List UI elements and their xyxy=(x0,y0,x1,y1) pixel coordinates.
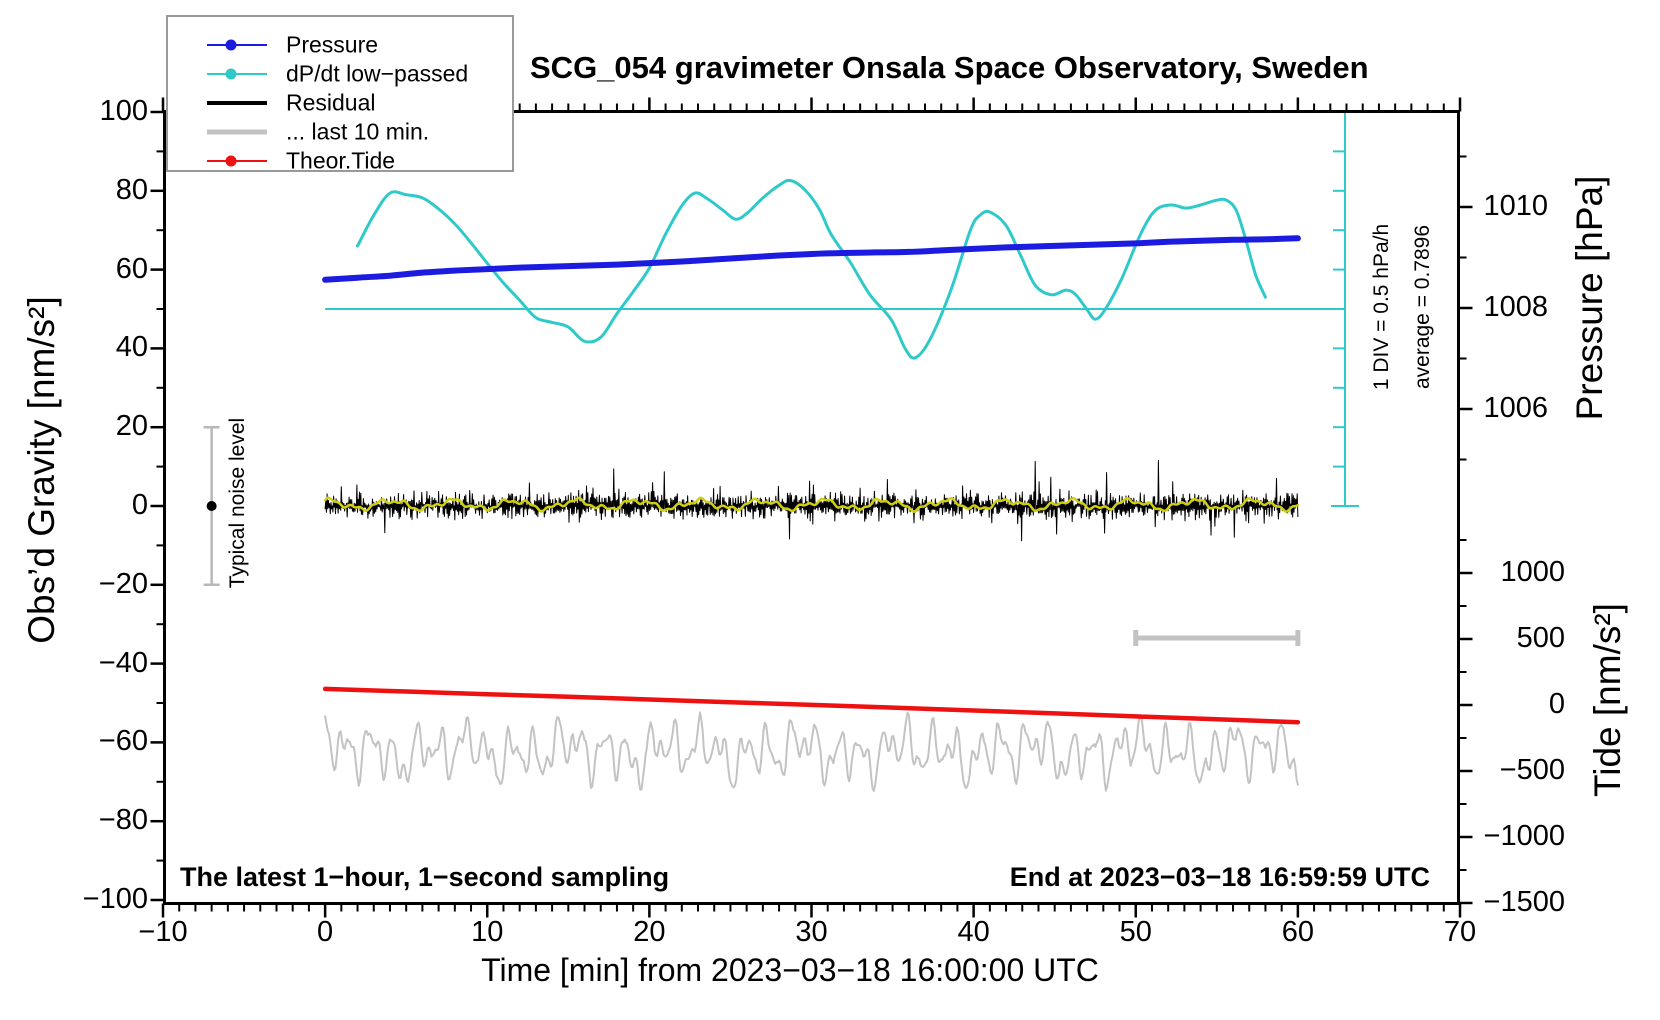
legend-dot-icon xyxy=(225,68,237,79)
average-annotation: average = 0.7896 xyxy=(1411,224,1434,390)
end-time-note: End at 2023−03−18 16:59:59 UTC xyxy=(1009,862,1430,892)
gravity-tick-label: 60 xyxy=(115,252,148,285)
legend-item: dP/dt low−passed xyxy=(168,59,512,88)
gravity-tick-label: −40 xyxy=(98,646,148,679)
div-scale-annotation: 1 DIV = 0.5 hPa/h xyxy=(1370,223,1393,391)
gravity-tick-label: 0 xyxy=(131,489,148,521)
x-tick-label: 0 xyxy=(317,916,334,948)
x-tick-label: 10 xyxy=(471,916,504,948)
x-tick-label: 20 xyxy=(633,916,666,948)
legend-item-label: Residual xyxy=(286,89,376,115)
pressure-axis-title: Pressure [hPa] xyxy=(1569,175,1610,421)
sampling-note: The latest 1−hour, 1−second sampling xyxy=(180,862,670,892)
tide-tick-label: −1500 xyxy=(1483,886,1565,918)
gravity-tick-label: 40 xyxy=(115,331,148,364)
x-tick-label: 30 xyxy=(795,916,828,948)
legend-line-swatch xyxy=(207,100,267,105)
gravity-tick-label: 100 xyxy=(99,95,148,127)
gravity-tick-label: 80 xyxy=(115,173,148,206)
pressure-tick-label: 1006 xyxy=(1483,392,1548,424)
legend-line-swatch xyxy=(207,72,267,75)
legend-item-label: ... last 10 min. xyxy=(286,118,430,144)
legend-item: Pressure xyxy=(168,30,512,59)
tide-axis-title: Tide [nm/s²] xyxy=(1587,603,1628,797)
legend-dot-icon xyxy=(225,155,237,166)
legend-item-label: Pressure xyxy=(286,31,379,57)
page-title: SCG_054 gravimeter Onsala Space Observat… xyxy=(530,50,1369,85)
gravity-tick-label: −60 xyxy=(98,725,148,758)
legend-line-swatch xyxy=(207,43,267,46)
tide-tick-label: −500 xyxy=(1499,754,1565,786)
legend-line-swatch xyxy=(207,159,267,162)
tide-tick-label: −1000 xyxy=(1483,820,1565,852)
pressure-tick-label: 1008 xyxy=(1483,291,1548,323)
noise-level-annotation: Typical noise level xyxy=(226,417,249,589)
gravity-tick-label: −100 xyxy=(82,883,148,915)
legend-item-label: dP/dt low−passed xyxy=(286,60,469,86)
legend: Pressure dP/dt low−passed Residual ... last… xyxy=(166,15,514,175)
legend-line-swatch xyxy=(207,129,267,134)
x-tick-label: −10 xyxy=(138,916,188,948)
legend-item: Residual xyxy=(168,88,512,117)
x-tick-label: 70 xyxy=(1443,916,1477,948)
gravity-tick-label: 20 xyxy=(115,410,148,443)
x-axis-title: Time [min] from 2023−03−18 16:00:00 UTC xyxy=(481,952,1099,988)
legend-dot-icon xyxy=(225,39,237,50)
plot-area xyxy=(150,97,1473,918)
pressure-tick-label: 1010 xyxy=(1483,190,1548,222)
tide-tick-label: 500 xyxy=(1516,622,1565,654)
x-tick-label: 40 xyxy=(957,916,990,948)
legend-item: Theor.Tide xyxy=(168,146,512,175)
legend-item: ... last 10 min. xyxy=(168,117,512,146)
legend-item-label: Theor.Tide xyxy=(286,147,396,173)
tide-tick-label: 1000 xyxy=(1500,556,1565,588)
gravity-tick-label: −80 xyxy=(98,804,148,837)
tide-tick-label: 0 xyxy=(1548,688,1565,720)
x-tick-label: 60 xyxy=(1281,916,1314,948)
x-tick-label: 50 xyxy=(1119,916,1152,948)
gravity-tick-label: −20 xyxy=(98,567,148,600)
